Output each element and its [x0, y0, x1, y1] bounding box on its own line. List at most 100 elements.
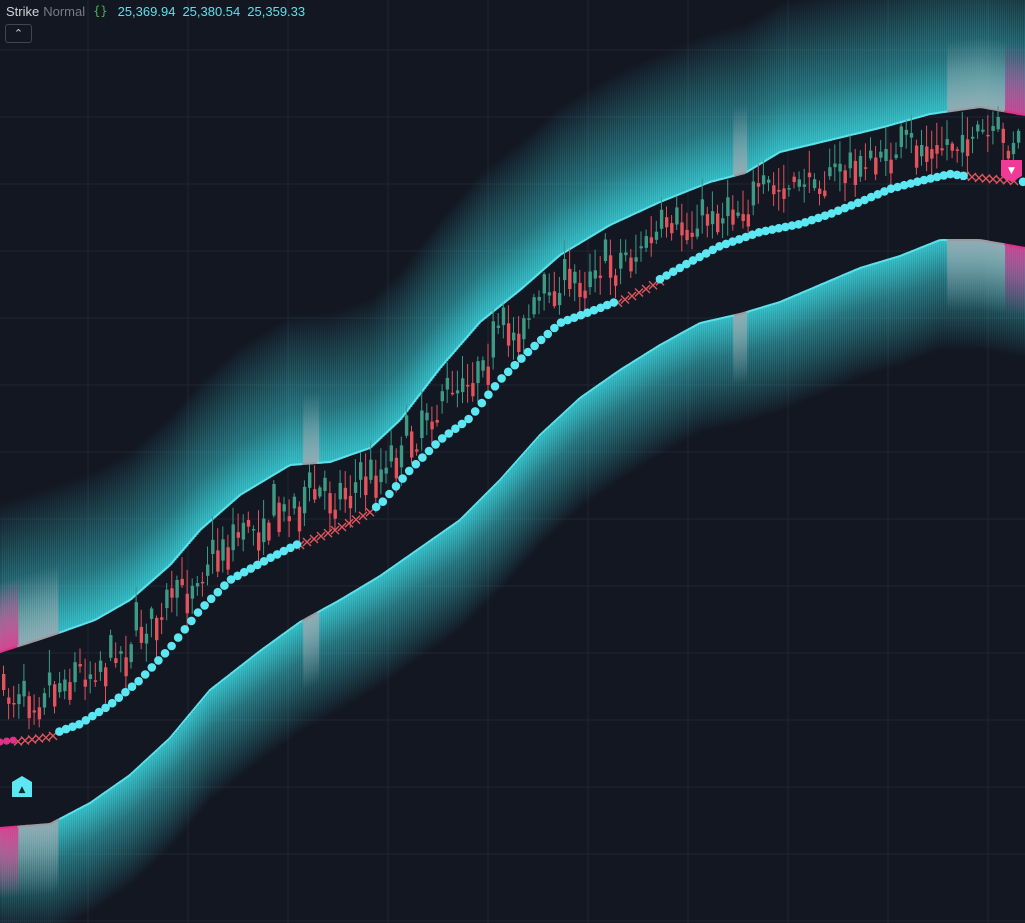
bias-zone-lower [4, 827, 7, 898]
lower-band-fill [236, 669, 239, 780]
cross-marker [988, 174, 998, 184]
candle-body [404, 415, 409, 436]
upper-band-fill [342, 307, 345, 458]
trail-dots [0, 169, 1025, 746]
upper-band-fill [684, 42, 687, 193]
candle [73, 652, 77, 692]
trail-dot [206, 594, 216, 604]
lower-band-fill [912, 251, 915, 362]
candle-body [114, 658, 118, 663]
lower-band-fill [854, 270, 857, 381]
lower-band-fill [152, 754, 155, 865]
upper-band-fill [184, 398, 187, 549]
candle-body [552, 291, 557, 307]
trail-dot [787, 221, 797, 230]
legend-value-2: 25,380.54 [182, 3, 241, 19]
trail-dot [94, 707, 104, 717]
candle-body [415, 449, 419, 452]
candle [726, 179, 730, 236]
upper-band-fill [804, 0, 807, 147]
upper-band-fill [306, 313, 309, 464]
bias-zone-lower [969, 240, 972, 310]
lower-band-fill [562, 414, 565, 525]
trail-dot [444, 429, 454, 438]
upper-band-fill [6, 500, 9, 651]
lower-band-fill [168, 739, 171, 850]
bias-zone-upper [963, 39, 966, 110]
candle [557, 276, 562, 315]
upper-band-fill [484, 168, 487, 319]
trail-dot [556, 318, 566, 327]
candle [787, 184, 791, 197]
lower-band-fill [646, 353, 649, 464]
candle-body [318, 487, 322, 497]
lower-band-fill [730, 316, 733, 427]
lower-band-fill [406, 557, 409, 668]
candle-body [680, 222, 684, 236]
chevron-up-icon: ⌃ [13, 28, 24, 40]
lower-band-fill [160, 747, 163, 858]
candle-body [165, 589, 169, 609]
upper-band-fill [402, 267, 405, 418]
upper-band-fill [578, 94, 581, 245]
upper-band-fill [706, 33, 709, 184]
candle-body [818, 188, 822, 194]
candle [838, 141, 842, 192]
candle [512, 317, 516, 360]
candle [899, 123, 903, 159]
lower-band-fill [724, 317, 727, 428]
trail-dot [583, 308, 592, 318]
buy-signal[interactable]: ▲ [12, 776, 32, 797]
candle-body [93, 680, 98, 682]
upper-band-fill [284, 318, 287, 469]
indicator-legend[interactable]: Strike Normal {} 25,369.94 25,380.54 25,… [6, 2, 308, 20]
cross-marker [358, 511, 368, 521]
bias-zone-lower [967, 240, 970, 310]
upper-band-fill [312, 313, 315, 464]
braces-icon[interactable]: {} [93, 4, 108, 18]
lower-band-fill [188, 716, 191, 827]
upper-band-fill [820, 0, 823, 143]
lower-band-fill [336, 602, 339, 713]
upper-band-fill [908, 0, 911, 121]
lower-band-fill [538, 437, 541, 548]
indicator-name[interactable]: Strike [6, 3, 40, 19]
lower-band-fill [652, 350, 655, 460]
bias-zone-lower [745, 312, 748, 383]
sell-signal[interactable]: ▼ [1001, 160, 1022, 182]
bias-zone-lower [973, 240, 976, 310]
upper-band-fill [228, 355, 231, 506]
signals[interactable]: ▲▼ [12, 160, 1022, 797]
upper-band-fill [178, 405, 181, 556]
lower-band-fill [892, 258, 895, 369]
upper-band-fill [608, 76, 611, 227]
trail-dot [464, 414, 473, 424]
upper-band-fill [212, 369, 215, 520]
candle-body [838, 163, 842, 172]
collapse-legend-button[interactable]: ⌃ [5, 24, 32, 43]
lower-band-fill [504, 475, 507, 586]
lower-band-fill [644, 355, 647, 465]
lower-band-fill [826, 282, 829, 393]
candles[interactable] [2, 106, 1021, 730]
upper-band-fill [794, 0, 797, 149]
lower-band-fill [64, 816, 67, 923]
upper-band-fill [48, 486, 51, 637]
upper-band-fill [406, 262, 409, 413]
cross-marker [351, 515, 361, 525]
candle-body [374, 475, 378, 498]
upper-band-fill [336, 309, 339, 460]
lower-band-fill [326, 607, 329, 718]
upper-band-fill [440, 218, 443, 368]
bias-zone-lower [971, 240, 974, 310]
trail-dot [728, 237, 737, 246]
lower-band-fill [368, 583, 371, 694]
bias-zone-upper [981, 37, 984, 108]
lower-band-fill [598, 385, 601, 496]
upper-band-fill [100, 467, 103, 618]
upper-band-fill [388, 281, 391, 432]
trail-dot [662, 271, 671, 280]
upper-band-fill [276, 323, 279, 474]
